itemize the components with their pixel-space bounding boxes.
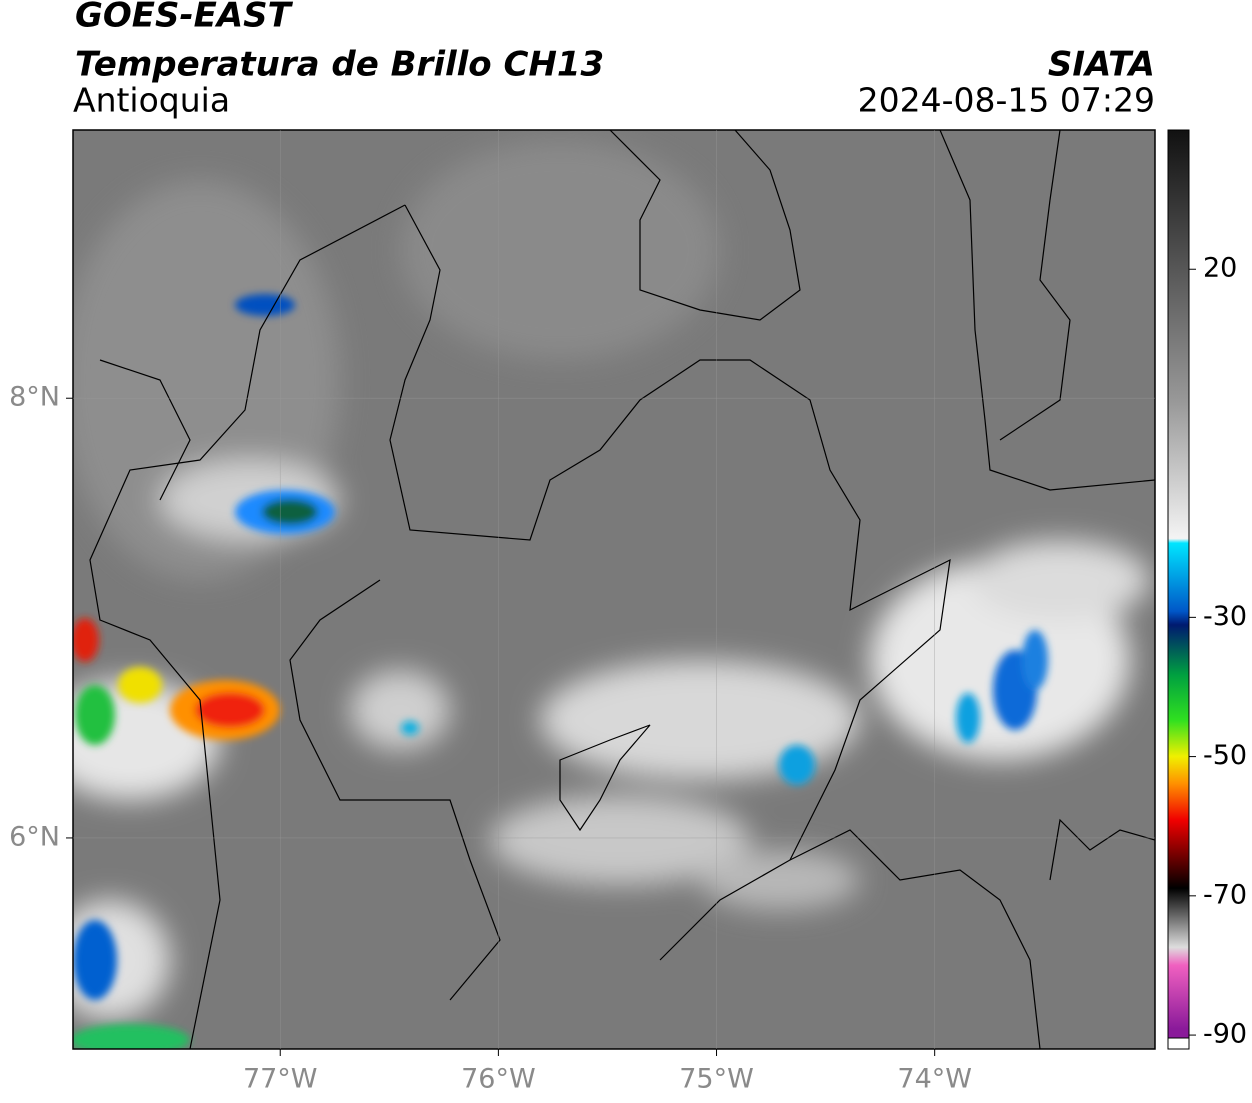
colorbar-tick-label: -70	[1203, 879, 1247, 910]
region: Antioquia	[73, 81, 230, 120]
colorbar-tick-label: 20	[1203, 253, 1237, 284]
satellite-image	[73, 130, 1155, 1049]
timestamp: 2024-08-15 07:29	[858, 81, 1155, 120]
title: GOES-EAST	[75, 0, 294, 36]
subtitle: Temperatura de Brillo CH13	[75, 45, 604, 85]
colorbar-tick-label: -50	[1203, 740, 1247, 771]
lon-tick-label: 77°W	[243, 1064, 318, 1095]
agency: SIATA	[1048, 45, 1155, 85]
map-frame	[72, 129, 1156, 1050]
lat-tick-label: 8°N	[9, 382, 60, 413]
lon-tick-label: 74°W	[897, 1064, 972, 1095]
colorbar-frame	[1167, 129, 1190, 1050]
lon-tick-label: 75°W	[679, 1064, 754, 1095]
colorbar-extension	[1167, 1037, 1190, 1050]
colorbar-tick-label: -90	[1203, 1019, 1247, 1050]
lon-tick-label: 76°W	[461, 1064, 536, 1095]
lat-tick-label: 6°N	[9, 821, 60, 852]
colorbar	[1168, 130, 1189, 1038]
colorbar-tick-label: -30	[1203, 601, 1247, 632]
